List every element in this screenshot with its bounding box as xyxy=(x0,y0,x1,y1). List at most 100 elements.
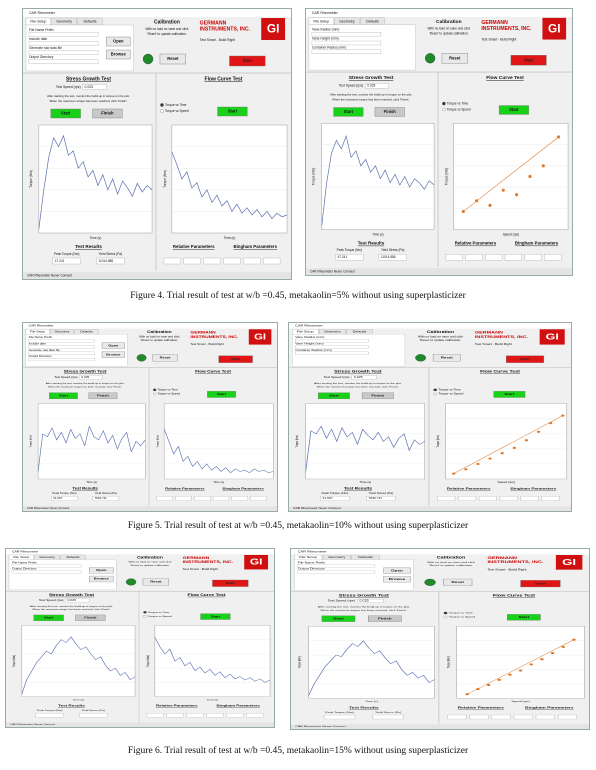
field-box xyxy=(458,496,477,501)
radio[interactable] xyxy=(153,392,157,396)
start-button[interactable] xyxy=(318,392,350,400)
start-connect-button[interactable] xyxy=(510,55,547,66)
reset-button[interactable] xyxy=(142,578,169,586)
field-box xyxy=(366,496,396,501)
setup-button[interactable] xyxy=(383,567,411,574)
instructions: When the maximum torque has been reached… xyxy=(32,609,111,611)
start-connect-button[interactable] xyxy=(212,579,249,587)
brand: GERMANN xyxy=(481,20,508,26)
start-button[interactable] xyxy=(507,614,541,621)
start-button[interactable] xyxy=(207,391,236,398)
axis-label: Torque (Nm) xyxy=(11,655,16,667)
flow-point xyxy=(452,472,456,475)
start-connect-button[interactable] xyxy=(520,580,561,588)
axis-label: Time (s) xyxy=(372,232,383,236)
start-connect-button-label: Start xyxy=(243,58,253,63)
flow-point xyxy=(512,446,516,449)
start-button-label: Start xyxy=(519,616,530,619)
field-box xyxy=(311,49,382,54)
start-connect-button[interactable] xyxy=(218,355,253,363)
flow-curve xyxy=(154,637,271,683)
setup-button[interactable] xyxy=(89,567,114,574)
trend-line xyxy=(453,415,563,474)
radio[interactable] xyxy=(442,101,446,106)
start-connect-button-label: Start xyxy=(535,582,546,585)
field-box xyxy=(297,564,376,568)
reset-button[interactable] xyxy=(159,53,186,65)
result-label: Peak Torque (Nm) xyxy=(37,709,63,712)
brand: INSTRUMENTS, INC. xyxy=(190,335,238,339)
speed-value: 0.025 xyxy=(68,599,77,602)
result-label: Yield Stress (Pa) xyxy=(368,492,393,495)
calibration-title: Calibration xyxy=(154,19,180,25)
tab-label: Geometry xyxy=(55,330,70,333)
setup-button[interactable] xyxy=(106,49,131,60)
radio[interactable] xyxy=(160,109,164,113)
start-button[interactable] xyxy=(498,105,529,115)
finish-button[interactable] xyxy=(75,614,106,621)
start-button[interactable] xyxy=(333,107,364,117)
field-box xyxy=(311,40,382,46)
radio[interactable] xyxy=(143,615,147,618)
radio[interactable] xyxy=(160,103,164,107)
status-light xyxy=(415,354,427,362)
radio[interactable] xyxy=(143,611,147,614)
setup-field: Vane Height (mm) xyxy=(295,342,323,345)
start-connect-button[interactable] xyxy=(229,55,266,67)
axis-label: Torque (Nm) xyxy=(445,168,449,185)
field-box xyxy=(51,496,78,501)
radio[interactable] xyxy=(443,615,448,619)
finish-button[interactable] xyxy=(368,615,402,622)
axis-label: Torque (Nm) xyxy=(163,170,167,188)
start-button[interactable] xyxy=(200,613,231,620)
speed-label: Test Speed (rps) xyxy=(56,85,81,89)
status-bar xyxy=(23,506,277,511)
result-label: Yield Stress (Pa) xyxy=(381,248,404,252)
flow-point xyxy=(550,652,555,655)
field-box xyxy=(263,257,281,265)
radio[interactable] xyxy=(442,107,446,112)
status-bar xyxy=(23,272,291,279)
start-button[interactable] xyxy=(217,106,248,117)
setup-field: Vane Height (mm) xyxy=(312,36,339,40)
start-button-label: Start xyxy=(504,393,515,396)
radio[interactable] xyxy=(433,388,438,392)
setup-button[interactable] xyxy=(89,575,114,583)
start-button[interactable] xyxy=(33,614,64,621)
finish-button-label: Finish xyxy=(378,617,392,620)
start-button[interactable] xyxy=(493,391,526,398)
setup-button[interactable] xyxy=(106,36,131,47)
radio[interactable] xyxy=(433,392,438,396)
finish-button[interactable] xyxy=(88,392,118,400)
section-title: Test Results xyxy=(58,704,85,708)
instructions: After starting the test, monitor the bui… xyxy=(30,605,113,607)
setup-button[interactable] xyxy=(101,342,125,349)
reset-button[interactable] xyxy=(441,53,468,64)
tab-label: Geometry xyxy=(56,19,72,23)
setup-button[interactable] xyxy=(101,351,125,358)
start-button[interactable] xyxy=(50,108,81,119)
tab-label: Geometry xyxy=(39,556,55,559)
radio[interactable] xyxy=(443,611,448,615)
setup-button[interactable] xyxy=(383,576,411,583)
flow-point xyxy=(556,135,561,139)
start-button[interactable] xyxy=(321,615,356,622)
radio[interactable] xyxy=(153,388,157,392)
calibration-note: With no load on vane and click xyxy=(427,561,475,564)
reset-button[interactable] xyxy=(432,354,461,362)
start-connect-button[interactable] xyxy=(506,355,545,363)
result-value: 7830.711 xyxy=(94,497,107,500)
instructions: After starting the test, monitor the bui… xyxy=(330,92,412,96)
finish-button[interactable] xyxy=(361,392,394,400)
speed-label: Test Speed (rps) xyxy=(339,84,363,88)
field-box xyxy=(28,351,95,355)
field-box xyxy=(82,84,107,90)
start-button[interactable] xyxy=(49,392,78,400)
reset-button[interactable] xyxy=(443,578,473,586)
section-title: Stress Growth Test xyxy=(66,76,111,82)
axis-label: Torque (Nm) xyxy=(28,435,33,447)
logo: GI xyxy=(546,332,559,341)
finish-button[interactable] xyxy=(92,108,123,119)
reset-button[interactable] xyxy=(152,354,178,362)
finish-button[interactable] xyxy=(374,107,405,117)
